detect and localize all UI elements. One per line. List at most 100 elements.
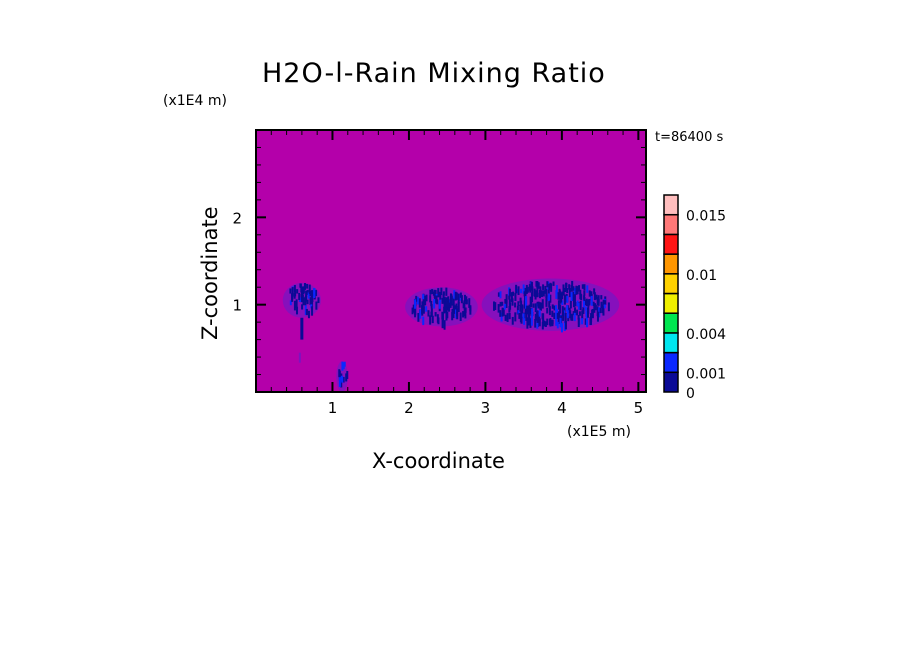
rain-cell [299, 283, 302, 288]
rain-cell [455, 309, 458, 319]
rain-cell [556, 312, 559, 319]
rain-cell [520, 300, 523, 309]
rain-cell [568, 284, 571, 290]
rain-cell [527, 305, 530, 316]
rain-cell [425, 294, 428, 302]
rain-cell [437, 291, 440, 298]
rain-cell [532, 303, 535, 308]
rain-cell [593, 292, 596, 301]
rain-cell [315, 289, 318, 297]
rain-cell [577, 314, 580, 320]
rain-cell [550, 319, 553, 325]
rain-cell [306, 299, 309, 305]
rain-cell [346, 370, 349, 379]
rain-cell [519, 313, 522, 323]
rain-cell [452, 309, 455, 316]
rain-cell [592, 301, 595, 306]
rain-cell [305, 308, 308, 315]
rain-cell [572, 311, 575, 316]
rain-cell [582, 299, 585, 308]
rain-cell [422, 306, 425, 314]
time-annotation: t=86400 s [655, 130, 724, 145]
rain-shaft [298, 352, 301, 363]
rain-cell [549, 282, 552, 288]
colorbar-bin [663, 233, 679, 255]
rain-cell [503, 303, 506, 310]
rain-cell [601, 304, 604, 314]
rain-cell [546, 307, 549, 314]
rain-cell [445, 307, 448, 314]
rain-cell [581, 284, 584, 289]
rain-cell [586, 317, 589, 328]
rain-cell [311, 306, 314, 316]
rain-cell [508, 288, 511, 297]
rain-cell [453, 290, 456, 299]
rain-cell [307, 292, 310, 299]
rain-cell [557, 300, 560, 310]
rain-cell [529, 318, 532, 328]
rain-cell [533, 288, 536, 297]
colorbar-bin [663, 371, 679, 393]
x-axis-label: X-coordinate [372, 449, 505, 473]
rain-cell [429, 315, 432, 325]
rain-cell [514, 312, 517, 322]
rain-cell [289, 300, 292, 306]
rain-cell [421, 305, 424, 314]
rain-cell [597, 295, 600, 303]
rain-cell [563, 321, 566, 331]
rain-cell [566, 310, 569, 319]
rain-cell [530, 316, 533, 326]
rain-cell [594, 304, 597, 311]
rain-cell [539, 286, 542, 293]
rain-cell [526, 286, 529, 293]
rain-cell [417, 313, 420, 322]
rain-cell [555, 285, 558, 294]
rain-cell [563, 294, 566, 305]
colorbar-bin [663, 292, 679, 314]
rain-cell [462, 311, 465, 318]
rain-cell [439, 297, 442, 303]
rain-cell [573, 307, 576, 316]
rain-cell [531, 308, 534, 317]
rain-cell [444, 303, 447, 313]
rain-cell [462, 302, 465, 309]
rain-cell [506, 313, 509, 323]
rain-cell [441, 319, 444, 329]
rain-cell [517, 286, 520, 296]
rain-cell [531, 292, 534, 303]
rain-cell [504, 298, 507, 304]
rain-cell [436, 299, 439, 305]
rain-cell [576, 300, 579, 307]
rain-cell [340, 380, 343, 388]
x-tick-label: 3 [481, 399, 491, 417]
rain-cell [519, 304, 522, 312]
rain-cell [544, 321, 547, 327]
rain-cell [422, 316, 425, 326]
rain-cell [516, 289, 519, 294]
rain-cell [293, 285, 296, 293]
rain-cell [463, 309, 466, 316]
rain-cell [307, 310, 310, 319]
rain-cell [447, 296, 450, 306]
rain-cell [600, 295, 603, 300]
rain-cell [505, 300, 508, 308]
rain-cell [445, 301, 448, 310]
rain-cell [433, 298, 436, 309]
rain-cell [602, 299, 605, 305]
rain-cell [449, 302, 452, 308]
rain-cell [296, 289, 299, 294]
rain-cell [595, 294, 598, 300]
rain-cell [536, 287, 539, 298]
rain-cell [598, 307, 601, 318]
rain-cell [508, 308, 511, 313]
rain-cell [569, 300, 572, 309]
rain-cell [537, 315, 540, 324]
rain-cell [566, 288, 569, 294]
rain-cell [341, 361, 344, 371]
rain-cell [538, 318, 541, 327]
rain-cell [419, 309, 422, 319]
rain-cell [586, 285, 589, 293]
rain-cell [317, 297, 320, 304]
rain-cell [504, 314, 507, 321]
rain-cell [308, 284, 311, 295]
